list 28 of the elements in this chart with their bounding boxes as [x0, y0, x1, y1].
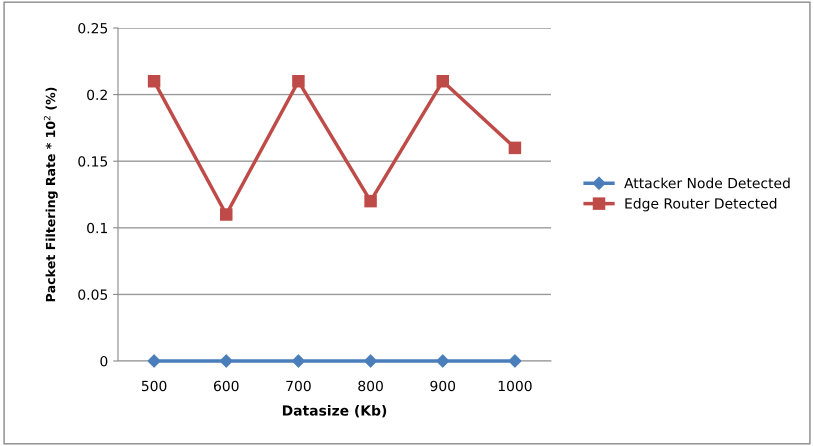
point — [220, 208, 232, 221]
point — [364, 194, 377, 208]
point — [508, 354, 522, 368]
point — [147, 354, 161, 368]
y-tick-label: 0.25 — [78, 22, 108, 34]
legend-label: Attacker Node Detected — [624, 178, 790, 188]
y-tick-label: 0.05 — [78, 289, 108, 300]
point — [292, 75, 305, 88]
x-tick-label: 500 — [142, 380, 166, 392]
legend-label: Edge Router Detected — [625, 198, 776, 212]
y-tick-label: 0.1 — [87, 222, 107, 234]
y-tick-label: 0.2 — [87, 90, 107, 100]
point — [436, 354, 450, 368]
point — [436, 75, 449, 88]
point — [292, 354, 306, 368]
point — [220, 354, 233, 368]
y-tick-label: 0 — [100, 356, 108, 366]
x-tick-label: 700 — [286, 380, 311, 392]
x-tick-label: 900 — [430, 380, 456, 392]
point — [148, 75, 160, 88]
point — [364, 354, 378, 368]
x-tick-label: 800 — [358, 380, 383, 392]
x-axis-title: Datasize (Kb) — [282, 404, 386, 418]
y-tick-label: 0.15 — [78, 156, 108, 167]
x-tick-label: 1000 — [498, 380, 532, 392]
x-tick-label: 600 — [214, 380, 239, 392]
y-axis-title: Packet Filtering Rate * 10$^{2}$ (%) — [44, 88, 58, 302]
point — [508, 142, 522, 154]
